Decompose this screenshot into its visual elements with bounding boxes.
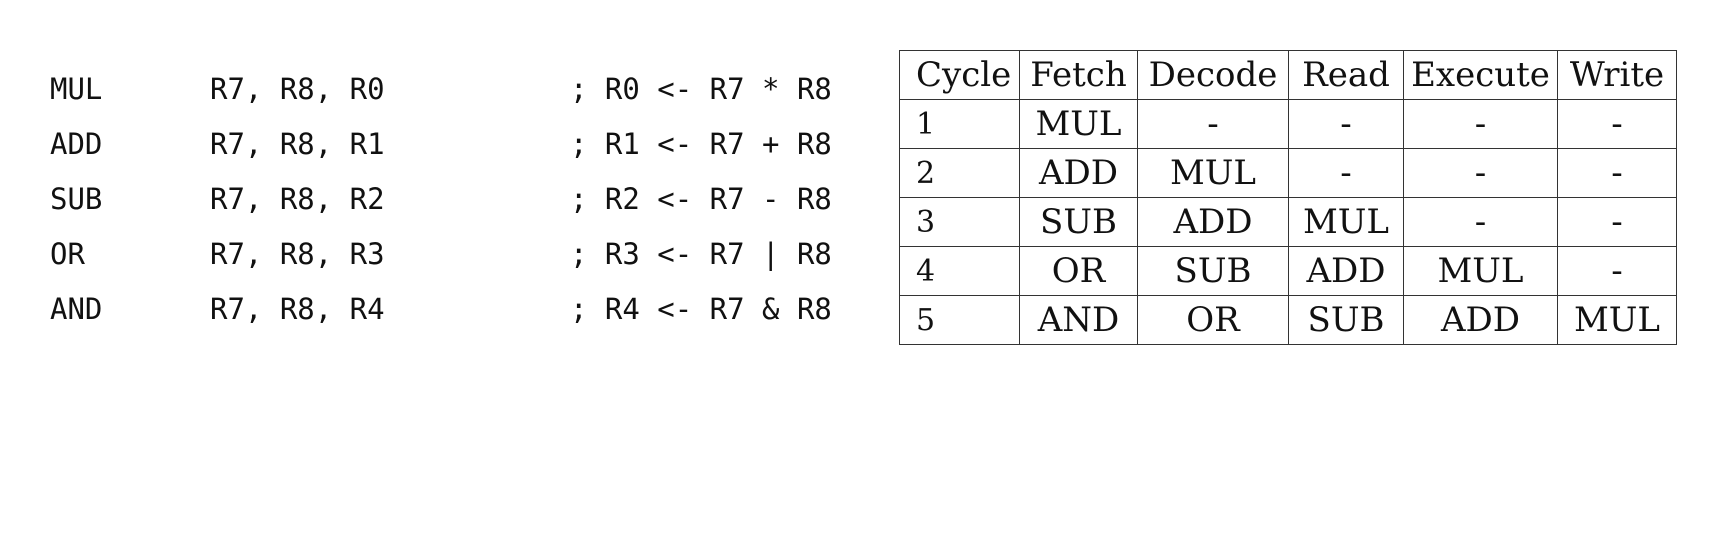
code-line: AND R7, R8, R4 ; R4 <- R7 & R8 — [50, 282, 870, 337]
code-line: OR R7, R8, R3 ; R3 <- R7 | R8 — [50, 227, 870, 282]
code-comment: ; R2 <- R7 - R8 — [570, 182, 832, 216]
code-operands: R7, R8, R0 — [210, 72, 385, 106]
code-comment: ; R4 <- R7 & R8 — [570, 292, 832, 326]
decode-cell: - — [1137, 99, 1289, 149]
fetch-cell: OR — [1019, 246, 1138, 296]
table-row: 5 AND OR SUB ADD MUL — [899, 295, 1677, 345]
execute-cell: MUL — [1403, 246, 1558, 296]
decode-cell: SUB — [1137, 246, 1289, 296]
write-cell: - — [1557, 148, 1677, 198]
table-row: 3 SUB ADD MUL - - — [899, 197, 1677, 247]
cycle-cell: 4 — [899, 246, 1020, 296]
read-cell: SUB — [1288, 295, 1404, 345]
cycle-cell: 2 — [899, 148, 1020, 198]
code-comment: ; R3 <- R7 | R8 — [570, 237, 832, 271]
write-cell: - — [1557, 197, 1677, 247]
cycle-cell: 3 — [899, 197, 1020, 247]
table-row: 2 ADD MUL - - - — [899, 148, 1677, 198]
table-row: 4 OR SUB ADD MUL - — [899, 246, 1677, 296]
decode-cell: OR — [1137, 295, 1289, 345]
code-opcode: OR — [50, 237, 85, 271]
code-opcode: SUB — [50, 182, 103, 216]
header-cycle: Cycle — [899, 50, 1020, 100]
code-operands: R7, R8, R4 — [210, 292, 385, 326]
fetch-cell: SUB — [1019, 197, 1138, 247]
code-line: SUB R7, R8, R2 ; R2 <- R7 - R8 — [50, 172, 870, 227]
fetch-cell: MUL — [1019, 99, 1138, 149]
read-cell: ADD — [1288, 246, 1404, 296]
header-write: Write — [1557, 50, 1677, 100]
header-execute: Execute — [1403, 50, 1558, 100]
decode-cell: ADD — [1137, 197, 1289, 247]
write-cell: - — [1557, 99, 1677, 149]
execute-cell: - — [1403, 99, 1558, 149]
table-header-row: Cycle Fetch Decode Read Execute Write — [899, 50, 1677, 100]
code-line: MUL R7, R8, R0 ; R0 <- R7 * R8 — [50, 62, 870, 117]
code-opcode: ADD — [50, 127, 103, 161]
cycle-cell: 1 — [899, 99, 1020, 149]
code-line: ADD R7, R8, R1 ; R1 <- R7 + R8 — [50, 117, 870, 172]
read-cell: - — [1288, 148, 1404, 198]
code-operands: R7, R8, R3 — [210, 237, 385, 271]
read-cell: - — [1288, 99, 1404, 149]
header-fetch: Fetch — [1019, 50, 1138, 100]
cycle-cell: 5 — [899, 295, 1020, 345]
write-cell: - — [1557, 246, 1677, 296]
read-cell: MUL — [1288, 197, 1404, 247]
fetch-cell: AND — [1019, 295, 1138, 345]
decode-cell: MUL — [1137, 148, 1289, 198]
header-read: Read — [1288, 50, 1404, 100]
code-comment: ; R0 <- R7 * R8 — [570, 72, 832, 106]
execute-cell: - — [1403, 148, 1558, 198]
execute-cell: - — [1403, 197, 1558, 247]
header-decode: Decode — [1137, 50, 1289, 100]
pipeline-table: Cycle Fetch Decode Read Execute Write 1 … — [899, 50, 1677, 345]
table-row: 1 MUL - - - - — [899, 99, 1677, 149]
execute-cell: ADD — [1403, 295, 1558, 345]
code-listing: MUL R7, R8, R0 ; R0 <- R7 * R8 ADD R7, R… — [50, 62, 870, 337]
code-comment: ; R1 <- R7 + R8 — [570, 127, 832, 161]
code-opcode: MUL — [50, 72, 103, 106]
code-opcode: AND — [50, 292, 103, 326]
code-operands: R7, R8, R1 — [210, 127, 385, 161]
code-operands: R7, R8, R2 — [210, 182, 385, 216]
fetch-cell: ADD — [1019, 148, 1138, 198]
write-cell: MUL — [1557, 295, 1677, 345]
